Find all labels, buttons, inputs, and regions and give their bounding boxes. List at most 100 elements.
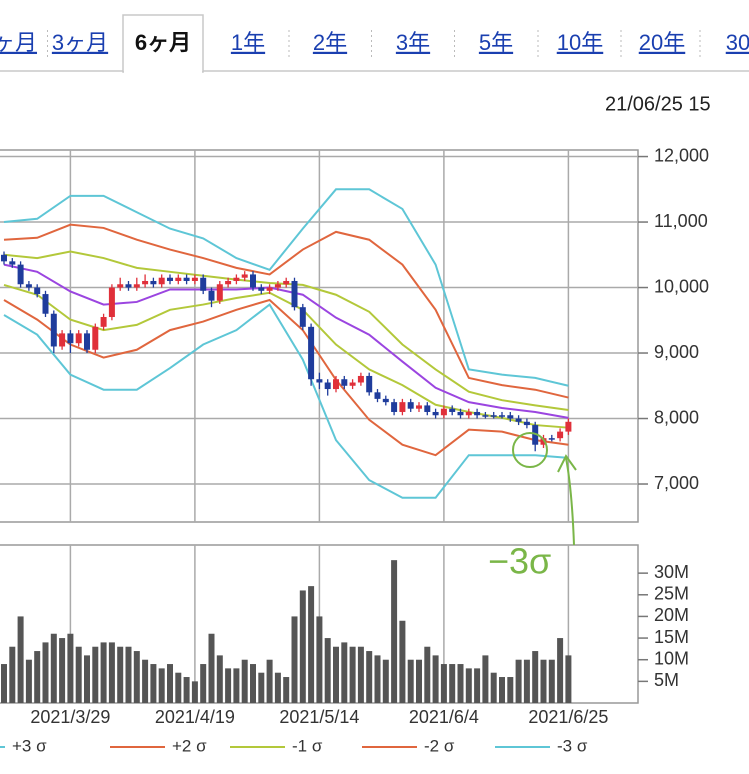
candle-body (308, 326, 315, 380)
plot-frame (0, 149, 639, 523)
volume-bar (416, 659, 422, 703)
y-tick-label: 10,000 (654, 276, 709, 296)
y-tick-label: 20M (654, 605, 689, 625)
y-tick-label: 25M (654, 584, 689, 604)
tab[interactable]: 2年 (313, 30, 347, 55)
legend-label: +2 σ (172, 736, 207, 755)
volume-bar (9, 646, 16, 703)
tab[interactable]: 10年 (557, 30, 603, 55)
candle-body (241, 274, 248, 278)
candle-body (407, 402, 414, 409)
candle-body (482, 415, 489, 417)
volume-bar (25, 659, 32, 703)
tab[interactable]: 5年 (479, 30, 513, 55)
volume-bar (357, 646, 364, 703)
tab: 6ヶ月 (135, 30, 191, 55)
volume-bar (67, 633, 74, 703)
volume-bar (440, 664, 447, 703)
volume-bar (482, 655, 489, 703)
volume-bar (84, 655, 90, 703)
candle-body (50, 313, 57, 347)
volume-bar (333, 646, 339, 703)
volume-bar (75, 646, 82, 703)
tab[interactable]: 20年 (639, 30, 685, 55)
y-tick-label: 8,000 (654, 407, 699, 427)
tab[interactable]: ヶ月 (0, 30, 37, 55)
candle-body (432, 411, 439, 416)
volume-bar (382, 659, 389, 703)
tab[interactable]: 30 (726, 30, 749, 55)
candle-body (349, 382, 356, 386)
candle-body (117, 284, 124, 288)
candle-body (108, 287, 115, 318)
volume-bar (241, 659, 248, 703)
volume-bar (366, 651, 373, 703)
tab[interactable]: 3ヶ月 (52, 30, 108, 55)
volume-bar (175, 672, 182, 703)
volume-bar (125, 646, 132, 703)
candle-body (25, 284, 32, 288)
candle-body (67, 333, 74, 344)
legend: +3 σ +2 σ -1 σ -2 σ -3 σ (0, 736, 588, 755)
annotation: −3σ (488, 432, 577, 582)
price-panel: 12,000 11,000 10,000 9,000 8,000 7,000 (0, 145, 709, 523)
candle-body (92, 326, 99, 350)
candle-body (34, 287, 41, 295)
candle-body (548, 438, 555, 440)
volume-bar (100, 642, 107, 703)
candle-body (59, 333, 66, 347)
timestamp: 21/06/25 15 (605, 93, 711, 115)
candle-body (200, 277, 207, 291)
volume-bar (250, 664, 256, 703)
candle-body (299, 307, 306, 327)
volume-bar (432, 655, 439, 703)
y-tick-label: 12,000 (654, 145, 709, 165)
tab-selected-cover (124, 69, 202, 73)
candle-body (125, 284, 132, 288)
candle-body (250, 274, 256, 288)
candle-body (175, 277, 182, 281)
band-line (3, 298, 569, 457)
volume-bar (523, 659, 530, 703)
band-line (3, 303, 569, 499)
legend-label: -3 σ (557, 736, 588, 755)
volume-bar (158, 668, 165, 703)
candle-body (474, 411, 481, 416)
tab-selected-bg (122, 14, 204, 73)
volume-bar (108, 642, 115, 703)
annotation-text: −3σ (488, 541, 551, 582)
legend-label: -2 σ (424, 736, 455, 755)
volume-bar (50, 633, 57, 703)
volume-bar (208, 633, 215, 703)
tab[interactable]: 3年 (396, 30, 430, 55)
volume-bar (291, 616, 298, 703)
candle-body (515, 418, 522, 422)
tab[interactable]: 1年 (231, 30, 265, 55)
y-tick-label: 11,000 (654, 211, 708, 231)
volume-bar (233, 668, 240, 703)
volume-bar (465, 668, 472, 703)
candle-body (557, 431, 564, 439)
candle-body (357, 375, 364, 383)
volume-bar (341, 642, 348, 703)
legend-label: -1 σ (292, 736, 323, 755)
candle-body (424, 405, 431, 412)
annotation-arrowhead (557, 454, 577, 473)
volume-bar (225, 668, 232, 703)
candle-body (366, 375, 373, 393)
volume-bar (308, 586, 315, 703)
volume-bar (449, 664, 456, 703)
volume-bar (374, 655, 381, 703)
volume-bar (324, 638, 331, 703)
volume-bar (474, 668, 481, 703)
volume-bar (191, 681, 198, 703)
candle-body (266, 287, 273, 291)
volume-bar (507, 677, 514, 703)
volume-bar (540, 659, 547, 703)
y-tick-label: 10M (654, 648, 689, 668)
volume-bar (266, 659, 273, 703)
candle-body (416, 405, 422, 409)
volume-bar (92, 646, 99, 703)
